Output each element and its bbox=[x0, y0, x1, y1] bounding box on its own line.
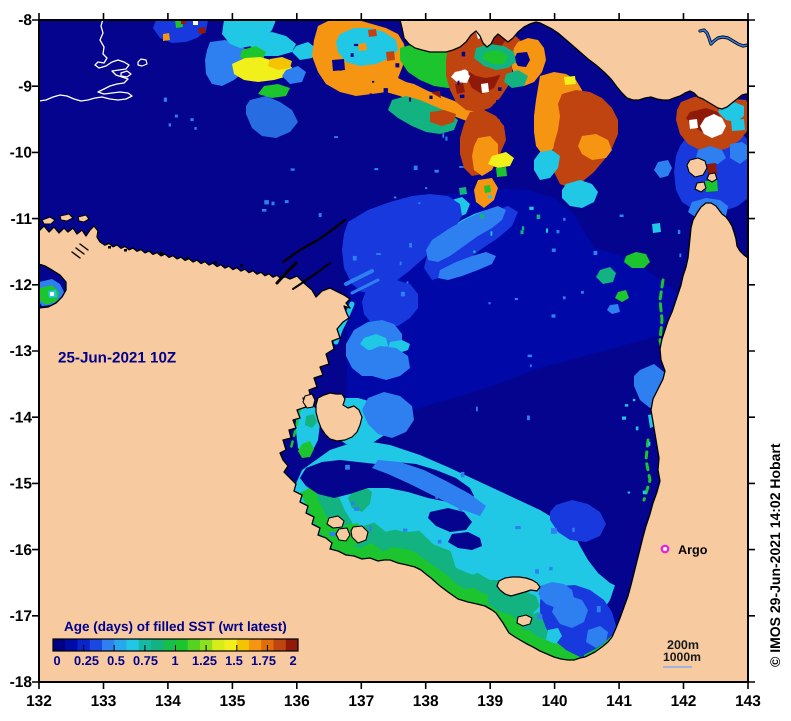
svg-text:1: 1 bbox=[171, 653, 178, 668]
svg-text:1.5: 1.5 bbox=[225, 653, 243, 668]
svg-text:-8: -8 bbox=[18, 12, 32, 29]
svg-text:141: 141 bbox=[606, 693, 632, 710]
svg-text:1.25: 1.25 bbox=[192, 653, 217, 668]
svg-text:138: 138 bbox=[413, 693, 439, 710]
svg-text:133: 133 bbox=[91, 693, 117, 710]
svg-text:134: 134 bbox=[155, 693, 181, 710]
svg-text:2: 2 bbox=[289, 653, 296, 668]
svg-text:-11: -11 bbox=[10, 211, 32, 228]
svg-text:-9: -9 bbox=[18, 78, 32, 95]
svg-text:-10: -10 bbox=[10, 145, 32, 162]
svg-text:143: 143 bbox=[735, 693, 761, 710]
svg-text:140: 140 bbox=[542, 693, 568, 710]
svg-text:Argo: Argo bbox=[678, 543, 708, 557]
svg-text:132: 132 bbox=[26, 693, 52, 710]
svg-text:139: 139 bbox=[477, 693, 503, 710]
svg-text:200m: 200m bbox=[667, 638, 699, 652]
svg-text:0.5: 0.5 bbox=[107, 653, 125, 668]
svg-text:0.75: 0.75 bbox=[133, 653, 158, 668]
svg-text:-18: -18 bbox=[10, 674, 33, 691]
svg-text:-12: -12 bbox=[10, 277, 32, 294]
svg-text:1.75: 1.75 bbox=[251, 653, 276, 668]
svg-text:-13: -13 bbox=[10, 343, 33, 360]
svg-text:25-Jun-2021 10Z: 25-Jun-2021 10Z bbox=[58, 350, 176, 367]
svg-text:135: 135 bbox=[219, 693, 245, 710]
svg-text:-17: -17 bbox=[10, 608, 32, 625]
svg-text:© IMOS 29-Jun-2021 14:02 Hobar: © IMOS 29-Jun-2021 14:02 Hobart bbox=[767, 443, 783, 667]
svg-text:Age (days) of filled SST (wrt: Age (days) of filled SST (wrt latest) bbox=[64, 619, 287, 634]
svg-text:0: 0 bbox=[53, 653, 60, 668]
svg-text:0.25: 0.25 bbox=[74, 653, 99, 668]
svg-text:136: 136 bbox=[284, 693, 310, 710]
svg-text:1000m: 1000m bbox=[663, 650, 701, 664]
svg-text:137: 137 bbox=[348, 693, 374, 710]
svg-text:142: 142 bbox=[671, 693, 697, 710]
svg-text:-16: -16 bbox=[10, 542, 33, 559]
svg-text:-15: -15 bbox=[10, 476, 33, 493]
svg-text:-14: -14 bbox=[10, 409, 33, 426]
